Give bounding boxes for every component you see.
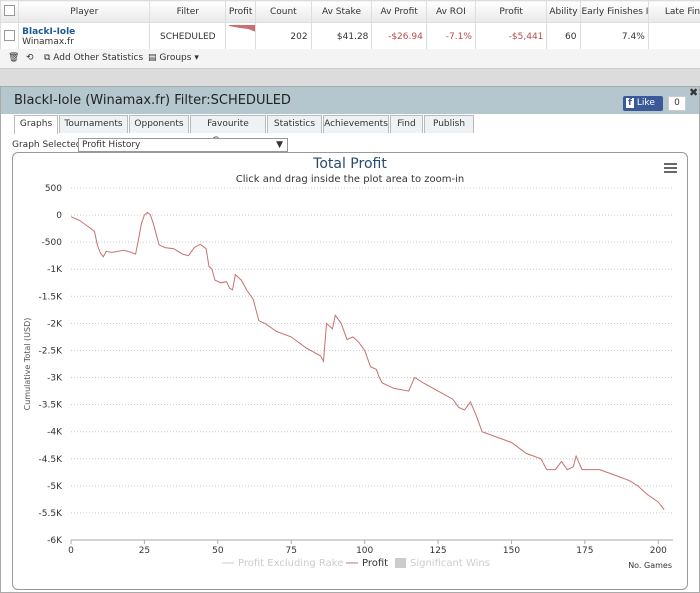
- panel-header: [1, 87, 699, 114]
- cell: -7.1%: [425, 22, 476, 51]
- tab[interactable]: Find: [390, 115, 423, 133]
- header-cell: Profit: [225, 0, 257, 23]
- legend-label[interactable]: Significant Wins: [410, 558, 490, 569]
- y-axis-label: Cumulative Total (USD): [23, 318, 32, 411]
- x-axis-label: No. Games: [628, 561, 672, 570]
- y-tick-label: -500: [42, 238, 63, 248]
- x-tick-label: 125: [429, 546, 446, 556]
- chart-title: Total Profit: [312, 156, 387, 172]
- header-cell: Av Stake: [310, 0, 373, 23]
- graph-select[interactable]: Profit History ▼: [78, 138, 288, 152]
- y-tick-label: -4K: [47, 428, 63, 438]
- legend-label[interactable]: Profit Excluding Rake: [238, 558, 343, 569]
- graph-label: Graph Selected:: [12, 140, 85, 150]
- y-tick-label: -2K: [47, 319, 63, 329]
- player-site: Winamax.fr: [22, 36, 74, 47]
- y-tick-label: -2.5K: [39, 346, 64, 356]
- y-tick-label: -6K: [47, 536, 63, 546]
- cell: -$26.94: [371, 22, 427, 51]
- cell: [225, 22, 257, 51]
- header-cell: Av Profit: [371, 0, 427, 23]
- like-button[interactable]: f Like: [623, 96, 663, 111]
- toolbar: 🗑 ⟲ ⧉ Add Other Statistics ▤ Groups ▾: [0, 49, 700, 68]
- y-tick-label: 0: [56, 211, 62, 221]
- y-tick-label: -5K: [47, 482, 63, 492]
- x-tick-label: 50: [212, 546, 224, 556]
- groups[interactable]: ▤ Groups ▾: [148, 53, 199, 63]
- header-cell: Late Finish: [647, 0, 700, 23]
- y-tick-label: -5.5K: [39, 509, 64, 519]
- x-tick-label: 0: [68, 546, 74, 556]
- y-tick-label: -1.5K: [39, 292, 64, 302]
- y-tick-label: -1K: [47, 265, 63, 275]
- chart-box: [12, 152, 688, 590]
- tab[interactable]: Publish: [424, 115, 474, 133]
- sparkline: [229, 25, 255, 32]
- like-count: 0: [668, 96, 686, 111]
- header-cell: Player: [18, 0, 151, 23]
- cell: [0, 22, 20, 51]
- x-tick-label: 75: [286, 546, 297, 556]
- profit-line: [70, 211, 665, 511]
- header-cell: Early Finishes I: [579, 0, 649, 23]
- menu-icon[interactable]: [664, 163, 677, 173]
- cell: 8.: [647, 22, 700, 51]
- x-tick-label: 25: [139, 546, 150, 556]
- panel-title: BlackI-Iole (Winamax.fr) Filter:SCHEDULE…: [14, 93, 291, 108]
- y-tick-label: 500: [45, 184, 62, 194]
- stats-table: Player Filter Profit Count Av Stake Av Profit…: [0, 0, 700, 51]
- tab[interactable]: Graphs: [14, 115, 58, 134]
- header-cell: Count: [255, 0, 312, 23]
- tab[interactable]: Achievements: [323, 115, 389, 133]
- header-cell: Av ROI: [425, 0, 476, 23]
- like-label[interactable]: Like: [636, 98, 655, 108]
- header-row: Player Filter Profit Count Av Stake Av Profit…: [0, 0, 700, 23]
- close[interactable]: ✖: [689, 86, 699, 99]
- y-tick-label: -4.5K: [39, 455, 64, 465]
- cell: 60: [546, 22, 581, 51]
- cell: BlackI-Iole Winamax.fr: [18, 22, 151, 51]
- chart-subtitle: Click and drag inside the plot area to z…: [236, 174, 464, 185]
- icon[interactable]: 🗑: [8, 53, 20, 63]
- add-stats[interactable]: ⧉ Add Other Statistics: [44, 53, 144, 63]
- tab[interactable]: Opponents: [129, 115, 189, 133]
- y-tick-label: -3.5K: [39, 401, 64, 411]
- legend-box: [395, 558, 406, 568]
- graph-select-value[interactable]: Profit History: [82, 140, 141, 150]
- legend-label[interactable]: Profit: [362, 558, 388, 569]
- cell: $41.28: [310, 22, 373, 51]
- tab[interactable]: Tournaments: [59, 115, 128, 133]
- x-tick-label: 150: [503, 546, 520, 556]
- groups-label[interactable]: Groups: [159, 53, 192, 63]
- add-stats-label[interactable]: Add Other Statistics: [53, 53, 144, 63]
- table-wrap: Player Filter Profit Count Av Stake Av Profit…: [0, 0, 700, 69]
- player-name[interactable]: BlackI-Iole: [22, 26, 76, 37]
- x-tick-label: 200: [650, 546, 667, 556]
- y-tick-label: -3K: [47, 374, 63, 384]
- x-tick-label: 100: [356, 546, 373, 556]
- header-cell: Filter: [149, 0, 227, 23]
- icon[interactable]: ⟲: [26, 53, 34, 63]
- x-tick-label: 175: [576, 546, 593, 556]
- tab[interactable]: Statistics: [267, 115, 322, 133]
- header-cell: [0, 0, 20, 23]
